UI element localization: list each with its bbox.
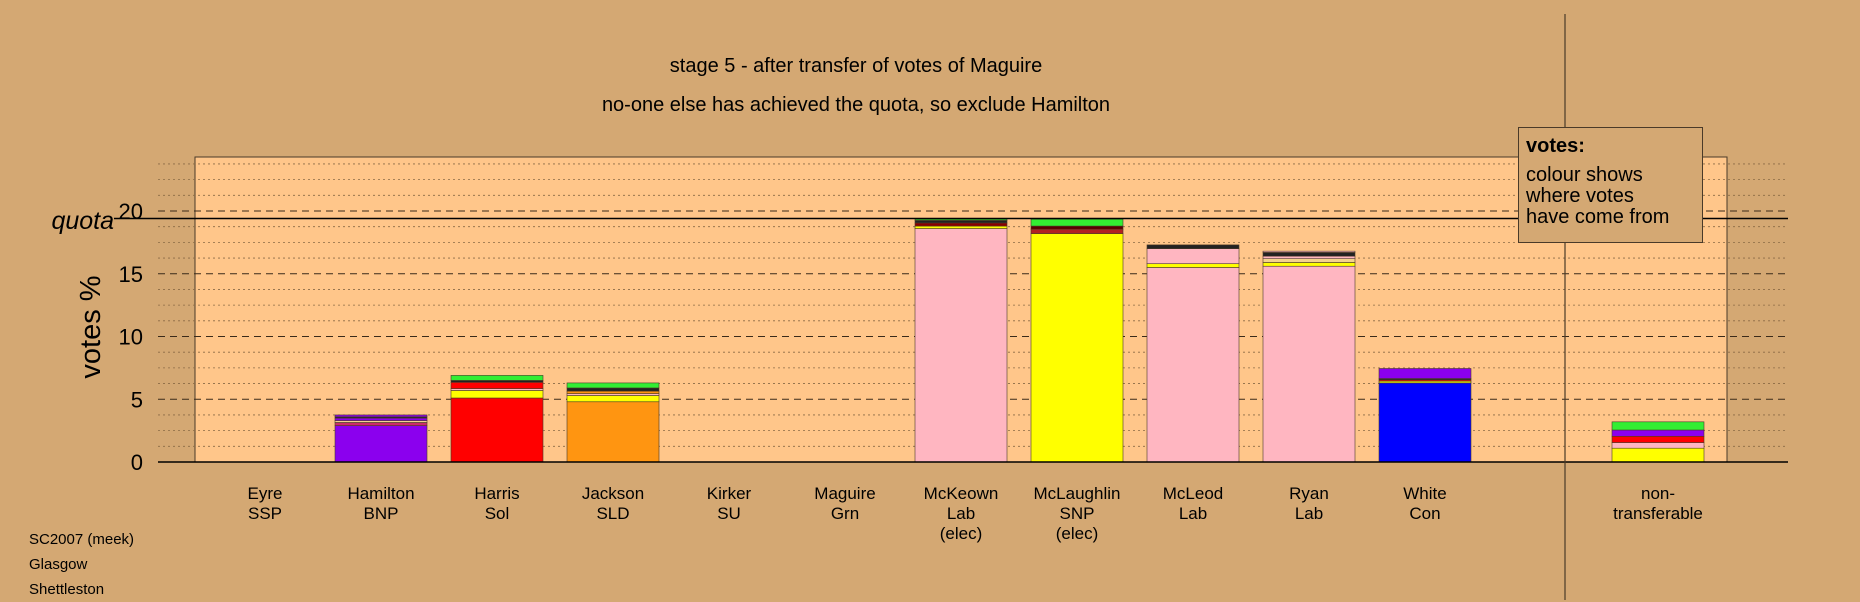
footer-council: Glasgow	[29, 556, 88, 573]
category-label-party: BNP	[364, 504, 399, 523]
category-label-name: Eyre	[248, 484, 283, 503]
category-label-party: SSP	[248, 504, 282, 523]
bar-segment	[450, 397, 544, 463]
bar-segment	[1262, 252, 1356, 257]
category-label-name: non-	[1641, 484, 1675, 503]
bar-segment	[1262, 255, 1356, 259]
bar-segment	[334, 422, 428, 426]
bar-segment	[566, 395, 660, 403]
chart-subtitle: no-one else has achieved the quota, so e…	[602, 94, 1110, 116]
category-label-party: transferable	[1613, 504, 1703, 523]
category-label-party: SU	[717, 504, 741, 523]
category-label-party: Lab	[1179, 504, 1207, 523]
category-label-party: SLD	[596, 504, 629, 523]
bar-segment	[334, 425, 428, 463]
category-label-name: McKeown	[924, 484, 999, 503]
chart-title: stage 5 - after transfer of votes of Mag…	[670, 55, 1042, 77]
bar-segment	[566, 382, 660, 389]
legend-line: have come from	[1526, 206, 1670, 228]
bar-segment	[1146, 244, 1240, 249]
legend-line: colour shows	[1526, 164, 1643, 186]
category-label-party: Grn	[831, 504, 859, 523]
y-tick-label: 15	[119, 262, 143, 287]
bar-segment	[1611, 421, 1705, 431]
bar-segment	[1378, 382, 1472, 463]
bar-segment	[1146, 263, 1240, 268]
footer-election: SC2007 (meek)	[29, 531, 135, 548]
category-label-name: Maguire	[814, 484, 875, 503]
category-label-party: Lab	[947, 504, 975, 523]
bar-segment	[1611, 429, 1705, 437]
category-label-party: Con	[1409, 504, 1440, 523]
y-tick-label: 20	[119, 199, 143, 224]
bar-segment	[1030, 225, 1124, 230]
bar-segment	[1030, 233, 1124, 463]
legend-box: votes: colour shows where votes have com…	[1518, 127, 1703, 243]
bar-segment	[566, 390, 660, 394]
bars	[334, 218, 1705, 463]
y-axis-label: votes %	[75, 275, 107, 378]
bar-segment	[1030, 228, 1124, 234]
bar-segment	[1262, 250, 1356, 253]
category-label-name: Jackson	[582, 484, 644, 503]
bar-segment	[334, 417, 428, 421]
category-label-name: Kirker	[707, 484, 752, 503]
bar-segment	[914, 225, 1008, 229]
bar-segment	[1611, 442, 1705, 449]
category-label-note: (elec)	[940, 524, 983, 543]
y-tick-label: 10	[119, 325, 143, 350]
legend-line: where votes	[1526, 185, 1634, 207]
footer-info: SC2007 (meek) Glasgow Shettleston	[29, 527, 134, 602]
bar-segment	[450, 390, 544, 399]
bar-segment	[1146, 267, 1240, 463]
category-label-name: McLaughlin	[1034, 484, 1121, 503]
y-tick-label: 5	[131, 387, 143, 412]
bar-segment	[1611, 435, 1705, 443]
category-label-party: Lab	[1295, 504, 1323, 523]
bar-segment	[1611, 447, 1705, 463]
bar-segment	[1146, 248, 1240, 265]
y-tick-label: 0	[131, 450, 143, 475]
category-label-note: (elec)	[1056, 524, 1099, 543]
bar-segment	[914, 220, 1008, 224]
bar-segment	[450, 382, 544, 389]
category-label-name: Harris	[474, 484, 519, 503]
bar-segment	[334, 414, 428, 418]
category-label-party: SNP	[1060, 504, 1095, 523]
axes: 0 5 10 15 20	[114, 14, 1788, 600]
category-label-name: Hamilton	[347, 484, 414, 503]
bar-segment	[566, 387, 660, 392]
bar-segment	[1262, 265, 1356, 463]
bar-segment	[914, 222, 1008, 227]
legend-title: votes:	[1526, 135, 1585, 157]
bar-segment	[566, 401, 660, 463]
category-label-name: White	[1403, 484, 1446, 503]
category-label-name: McLeod	[1163, 484, 1223, 503]
quota-label: quota	[51, 207, 114, 235]
bar-segment	[1030, 218, 1124, 227]
category-label-name: Ryan	[1289, 484, 1329, 503]
bar-segment	[914, 218, 1008, 221]
bar-segment	[450, 375, 544, 381]
bar-segment	[1262, 262, 1356, 267]
footer-ward: Shettleston	[29, 581, 105, 598]
bar-segment	[1262, 258, 1356, 263]
category-label-party: Sol	[485, 504, 510, 523]
bar-segment	[1378, 368, 1472, 379]
bar-segment	[914, 228, 1008, 463]
